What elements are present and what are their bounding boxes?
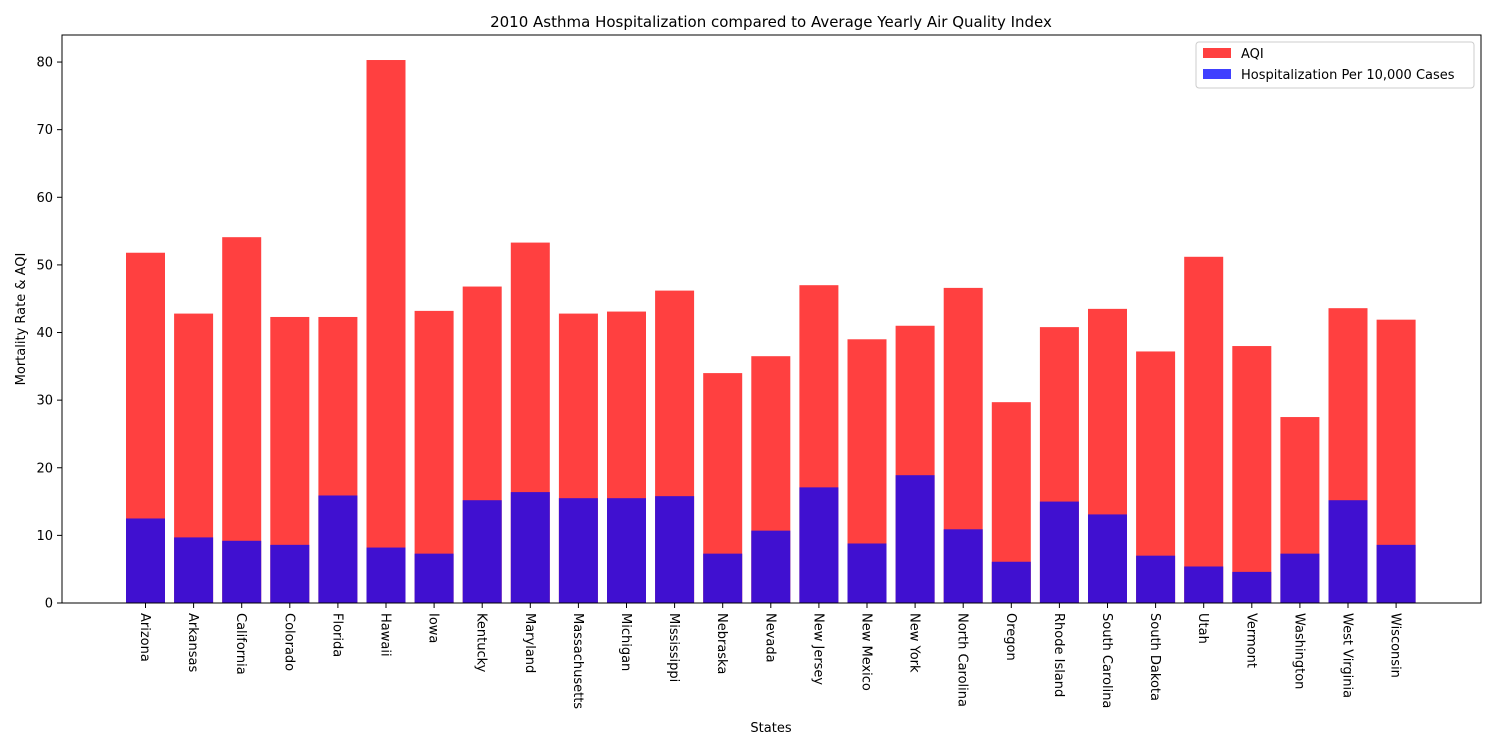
y-tick-label: 80 xyxy=(36,56,53,71)
x-tick-label-florida: Florida xyxy=(329,613,344,657)
y-axis-label: Mortality Rate & AQI xyxy=(14,253,29,386)
x-tick-label-north-carolina: North Carolina xyxy=(955,613,970,707)
bar-hospitalization-arizona xyxy=(126,518,165,603)
bar-hospitalization-nevada xyxy=(751,530,791,603)
legend-box xyxy=(1195,41,1475,89)
x-tick-label-maryland: Maryland xyxy=(522,613,537,673)
x-tick-label-nevada: Nevada xyxy=(762,613,777,663)
x-tick-label-west-virginia: West Virginia xyxy=(1340,613,1355,698)
bar-hospitalization-maryland xyxy=(510,492,550,603)
bar-hospitalization-hawaii xyxy=(366,547,406,603)
x-tick-label-kentucky: Kentucky xyxy=(474,613,489,673)
x-tick-label-new-york: New York xyxy=(907,613,922,673)
bar-hospitalization-colorado xyxy=(270,544,310,603)
plot-frame xyxy=(61,34,1482,604)
x-axis-label: States xyxy=(750,721,791,736)
bar-hospitalization-california xyxy=(222,540,262,603)
x-tick-label-rhode-island: Rhode Island xyxy=(1051,613,1066,697)
x-tick-label-nebraska: Nebraska xyxy=(714,613,729,674)
bar-hospitalization-arkansas xyxy=(174,537,214,603)
bar-hospitalization-washington xyxy=(1280,553,1320,603)
x-tick-label-hawaii: Hawaii xyxy=(378,613,393,657)
x-tick-label-utah: Utah xyxy=(1195,613,1210,644)
x-tick-label-arizona: Arizona xyxy=(137,613,152,662)
x-axis: Arizona Arkansas California Colorado Florida… xyxy=(137,603,1403,709)
x-tick-label-new-jersey: New Jersey xyxy=(810,613,825,685)
legend-label-hospitalization: Hospitalization Per 10,000 Cases xyxy=(1241,68,1455,83)
bar-hospitalization-vermont xyxy=(1232,571,1272,603)
x-tick-label-california: California xyxy=(233,613,248,675)
bar-hospitalization-massachusetts xyxy=(558,498,598,603)
bar-hospitalization-new-mexico xyxy=(847,543,887,603)
bar-hospitalization-south-carolina xyxy=(1088,514,1127,603)
bar-hospitalization-florida xyxy=(318,495,358,603)
bar-aqi-vermont xyxy=(1232,346,1272,603)
x-tick-label-arkansas: Arkansas xyxy=(185,613,200,672)
x-tick-label-south-dakota: South Dakota xyxy=(1147,613,1162,701)
bar-hospitalization-nebraska xyxy=(703,553,743,603)
y-tick-label: 70 xyxy=(36,123,53,138)
bar-hospitalization-north-carolina xyxy=(943,529,983,603)
x-tick-label-colorado: Colorado xyxy=(281,613,296,671)
y-tick-label: 20 xyxy=(36,461,53,476)
bar-hospitalization-new-jersey xyxy=(799,487,839,603)
x-tick-label-vermont: Vermont xyxy=(1243,613,1258,668)
x-tick-label-mississippi: Mississippi xyxy=(666,613,681,682)
bar-aqi-utah xyxy=(1184,256,1224,603)
legend-swatch-aqi xyxy=(1203,48,1231,58)
legend-label-aqi: AQI xyxy=(1241,47,1264,62)
x-tick-label-michigan: Michigan xyxy=(618,613,633,671)
y-tick-label: 50 xyxy=(36,258,53,273)
bar-hospitalization-michigan xyxy=(607,498,646,603)
x-tick-label-new-mexico: New Mexico xyxy=(859,613,874,691)
y-tick-label: 30 xyxy=(36,394,53,409)
x-tick-label-wisconsin: Wisconsin xyxy=(1388,613,1403,678)
y-tick-label: 40 xyxy=(36,326,53,341)
bar-hospitalization-kentucky xyxy=(462,500,502,603)
bar-hospitalization-mississippi xyxy=(655,496,695,603)
bar-hospitalization-iowa xyxy=(414,553,454,603)
bar-hospitalization-west-virginia xyxy=(1328,500,1368,603)
y-axis: 0 10 20 30 40 50 60 70 80 xyxy=(36,56,62,612)
x-tick-label-washington: Washington xyxy=(1291,613,1306,689)
bar-hospitalization-new-york xyxy=(895,475,935,603)
bar-hospitalization-utah xyxy=(1184,566,1224,603)
legend: AQI Hospitalization Per 10,000 Cases xyxy=(1195,41,1475,89)
x-tick-label-iowa: Iowa xyxy=(426,613,441,643)
x-tick-label-oregon: Oregon xyxy=(1003,613,1018,661)
bar-hospitalization-south-dakota xyxy=(1136,555,1176,603)
x-tick-label-massachusetts: Massachusetts xyxy=(570,613,585,709)
bar-hospitalization-oregon xyxy=(991,561,1031,603)
y-tick-label: 0 xyxy=(45,597,53,612)
x-tick-label-south-carolina: South Carolina xyxy=(1099,613,1114,708)
legend-swatch-hospitalization xyxy=(1203,69,1231,79)
chart-title: 2010 Asthma Hospitalization compared to … xyxy=(490,13,1052,31)
bars-layer xyxy=(126,60,1416,604)
bar-hospitalization-rhode-island xyxy=(1039,501,1079,603)
bar-hospitalization-wisconsin xyxy=(1376,544,1416,603)
y-tick-label: 60 xyxy=(36,191,53,206)
y-tick-label: 10 xyxy=(36,529,53,544)
bar-aqi-hawaii xyxy=(366,60,406,604)
